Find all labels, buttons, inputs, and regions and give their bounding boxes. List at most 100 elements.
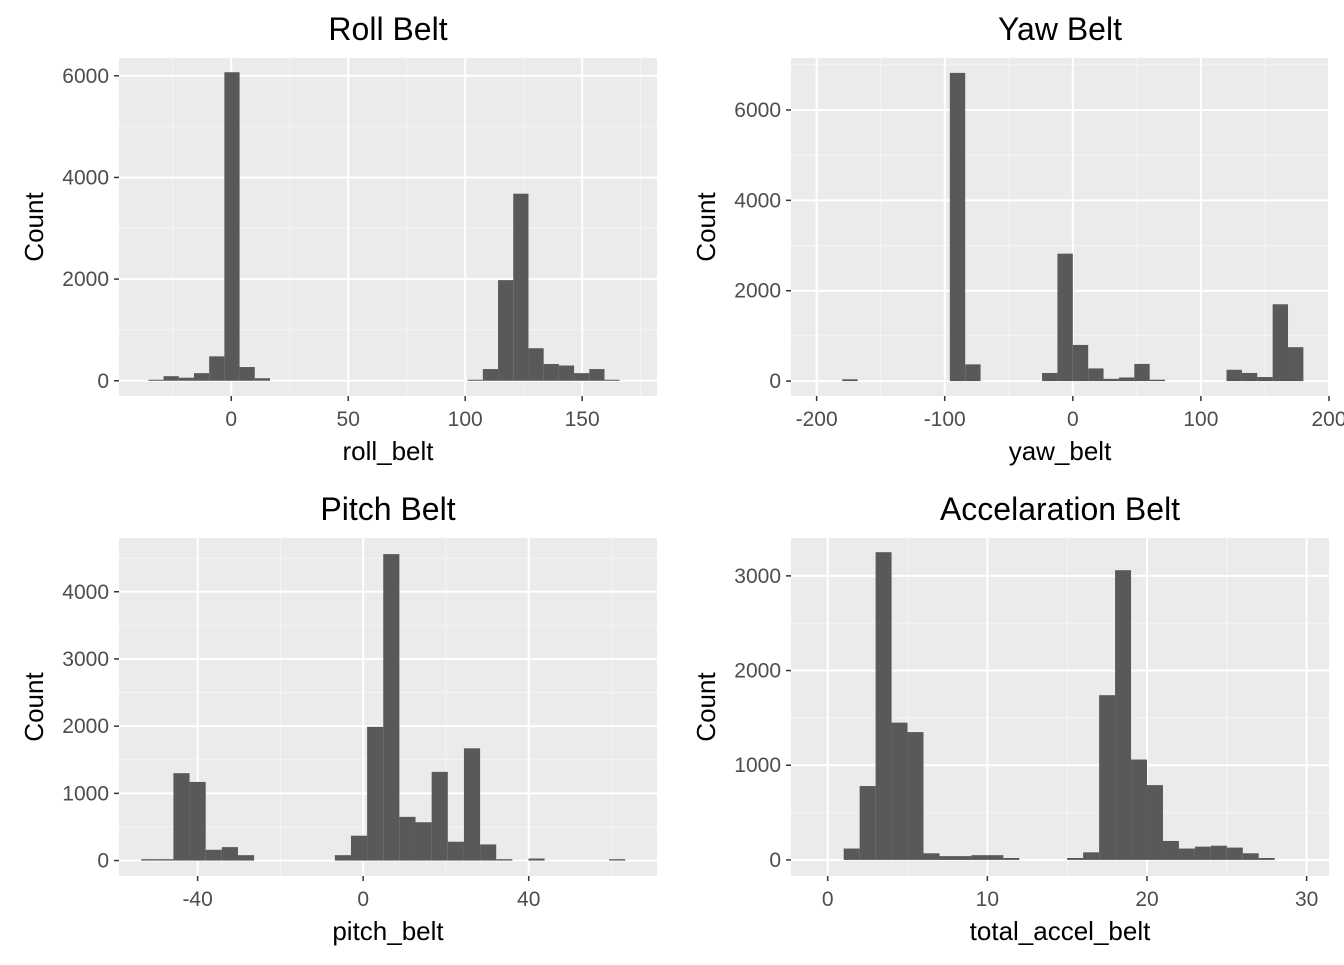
x-tick-label: 20 <box>1135 888 1158 911</box>
histogram-bar <box>513 193 529 381</box>
histogram-bar <box>239 367 255 381</box>
roll-belt-panel: 0 50 100 150 0 2000 4000 6000 Roll Belt roll_be… <box>0 0 672 480</box>
y-tick-label: 2000 <box>734 660 781 683</box>
histogram-bar <box>163 376 179 381</box>
y-tick-label: 2000 <box>62 715 109 738</box>
y-tick-label: 1000 <box>734 754 781 777</box>
histogram-bar <box>609 859 626 861</box>
histogram-bar <box>498 280 514 381</box>
accelaration-belt-histogram: 0 10 20 30 0 1000 2000 3000 Accelaration Belt t… <box>691 491 1329 946</box>
x-tick-label: 0 <box>1067 408 1079 431</box>
x-tick-label: 50 <box>337 408 360 431</box>
histogram-bar <box>987 855 1004 860</box>
histogram-bar <box>875 552 892 860</box>
accelaration-belt-bars <box>843 552 1275 860</box>
histogram-bar <box>1115 570 1132 860</box>
histogram-bar <box>1131 759 1148 860</box>
x-tick-label: 40 <box>517 888 540 911</box>
histogram-bar <box>496 859 513 861</box>
y-tick-label: 1000 <box>62 782 109 805</box>
pitch-belt-bars <box>141 554 626 861</box>
histogram-bar <box>971 855 988 860</box>
x-axis-title: pitch_belt <box>332 916 444 946</box>
x-axis-title: roll_belt <box>342 436 434 466</box>
histogram-bar <box>1088 368 1104 382</box>
histogram-bar <box>1057 253 1073 382</box>
histogram-bar <box>173 773 190 861</box>
chart-title: Roll Belt <box>328 11 447 47</box>
histogram-bar <box>965 364 981 382</box>
histogram-bar <box>224 72 240 381</box>
y-tick-label: 0 <box>769 370 781 393</box>
histogram-bar <box>482 369 499 381</box>
x-tick-label: 10 <box>976 888 999 911</box>
histogram-bar <box>1210 845 1227 860</box>
histogram-bar <box>209 356 225 381</box>
histogram-bar <box>1226 369 1242 382</box>
x-tick-label: 0 <box>822 888 834 911</box>
x-axis-title: yaw_belt <box>1009 436 1112 466</box>
histogram-bar <box>237 855 255 861</box>
y-axis-title: Count <box>691 192 721 262</box>
y-axis-title: Count <box>19 192 49 262</box>
y-tick-label: 6000 <box>62 65 109 88</box>
histogram-bar <box>891 722 908 860</box>
histogram-bar <box>157 859 174 861</box>
histogram-bar <box>415 822 432 861</box>
histogram-bar <box>558 365 575 381</box>
histogram-bar <box>1288 347 1304 382</box>
histogram-bar <box>399 816 416 861</box>
histogram-bar <box>189 781 206 861</box>
roll-belt-histogram: 0 50 100 150 0 2000 4000 6000 Roll Belt roll_be… <box>19 11 657 466</box>
accelaration-belt-ticks: 0 10 20 30 0 1000 2000 3000 <box>734 565 1318 911</box>
chart-title: Accelaration Belt <box>940 491 1180 527</box>
y-axis-title: Count <box>691 672 721 742</box>
pitch-belt-ticks: -40 0 40 0 1000 2000 3000 4000 <box>62 581 540 911</box>
histogram-bar <box>939 856 956 860</box>
x-tick-label: 0 <box>225 408 237 431</box>
histogram-bar <box>367 726 384 861</box>
histogram-bar <box>1134 363 1150 382</box>
histogram-bar <box>1099 695 1116 860</box>
roll-belt-grid <box>119 58 657 396</box>
histogram-bar <box>447 841 464 861</box>
histogram-bar <box>431 771 448 861</box>
histogram-bar <box>574 373 590 381</box>
yaw-belt-panel: -200 -100 0 100 200 0 2000 4000 6000 Yaw Belt ya… <box>672 0 1344 480</box>
histogram-bar <box>205 849 222 861</box>
y-axis-title: Count <box>19 672 49 742</box>
y-tick-label: 4000 <box>734 189 781 212</box>
histogram-bar <box>949 72 966 382</box>
x-tick-label: 100 <box>448 408 483 431</box>
x-tick-label: 30 <box>1295 888 1318 911</box>
histogram-bar <box>528 348 544 381</box>
histogram-bar <box>543 363 559 381</box>
plot-background <box>119 58 657 396</box>
histogram-bar <box>1083 852 1100 860</box>
histogram-bar <box>1272 304 1289 382</box>
y-tick-label: 2000 <box>734 280 781 303</box>
roll-belt-bars <box>148 72 620 381</box>
x-tick-label: 150 <box>565 408 600 431</box>
x-tick-label: 200 <box>1311 408 1344 431</box>
histogram-bar <box>1242 853 1259 860</box>
histogram-bar <box>334 855 351 861</box>
x-tick-label: -40 <box>182 888 212 911</box>
histogram-bar <box>480 844 497 861</box>
histogram-bar <box>1067 858 1084 860</box>
x-tick-label: -100 <box>924 408 966 431</box>
histogram-bar <box>1072 344 1089 382</box>
histogram-bar <box>383 554 400 861</box>
pitch-belt-histogram: -40 0 40 0 1000 2000 3000 4000 Pitch Belt pitch… <box>19 491 657 946</box>
histogram-bar <box>254 378 270 381</box>
histogram-bar <box>148 379 164 381</box>
chart-title: Yaw Belt <box>998 11 1122 47</box>
y-tick-label: 6000 <box>734 99 781 122</box>
y-tick-label: 4000 <box>62 166 109 189</box>
histogram-bar <box>178 377 194 381</box>
x-tick-label: 0 <box>357 888 369 911</box>
yaw-belt-grid <box>791 58 1330 396</box>
histogram-bar <box>1147 785 1163 860</box>
histogram-bar <box>463 748 481 861</box>
